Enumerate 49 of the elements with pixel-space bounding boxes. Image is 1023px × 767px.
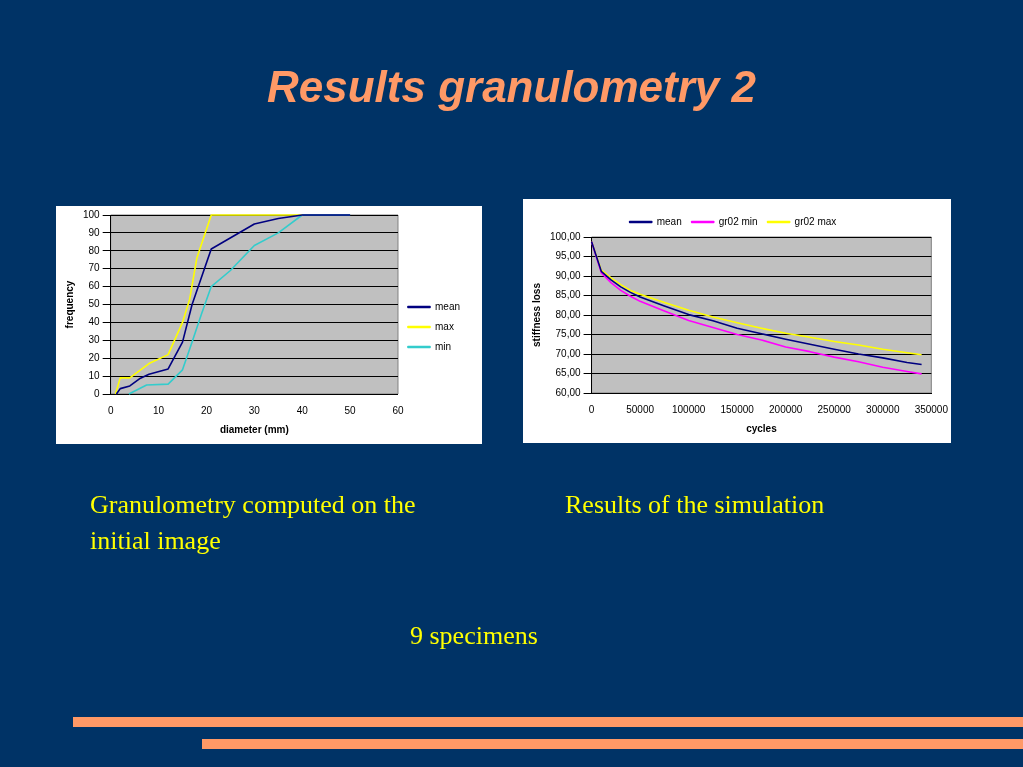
y-tick-label: 10 bbox=[88, 369, 101, 381]
text: 9 specimens bbox=[410, 620, 539, 652]
x-tick-label: 300000 bbox=[866, 403, 900, 415]
legend-label: mean bbox=[434, 300, 460, 312]
legend-label: min bbox=[434, 340, 452, 352]
y-tick-label: 65,00 bbox=[555, 367, 582, 379]
y-axis-title: frequency bbox=[63, 280, 75, 329]
text: Results of the simulation bbox=[565, 489, 826, 521]
y-tick-label: 80,00 bbox=[555, 308, 582, 320]
y-tick-label: 90 bbox=[88, 226, 101, 238]
legend-label: gr02 min bbox=[718, 215, 758, 227]
y-tick-label: 70 bbox=[88, 262, 101, 274]
y-tick-label: 90,00 bbox=[555, 269, 582, 281]
y-tick-label: 70,00 bbox=[555, 347, 582, 359]
x-tick-label: 350000 bbox=[914, 403, 949, 415]
y-tick-label: 100 bbox=[83, 208, 101, 220]
y-tick-label: 100,00 bbox=[549, 230, 582, 242]
y-tick-label: 30 bbox=[88, 334, 101, 346]
y-tick-label: 50 bbox=[88, 298, 101, 310]
y-tick-label: 95,00 bbox=[555, 250, 582, 262]
y-tick-label: 85,00 bbox=[555, 289, 582, 301]
legend-label: mean bbox=[656, 215, 682, 227]
legend-label: max bbox=[434, 320, 454, 332]
x-tick-label: 0 bbox=[588, 403, 595, 415]
x-tick-label: 30 bbox=[248, 404, 261, 416]
y-tick-label: 60,00 bbox=[555, 386, 582, 398]
x-tick-label: 60 bbox=[392, 404, 404, 416]
y-tick-label: 40 bbox=[88, 316, 101, 328]
x-axis-title: diameter (mm) bbox=[219, 423, 289, 435]
x-axis-title: cycles bbox=[746, 422, 778, 434]
x-tick-label: 100000 bbox=[671, 403, 706, 415]
x-tick-label: 250000 bbox=[817, 403, 852, 415]
x-tick-label: 0 bbox=[107, 404, 114, 416]
y-tick-label: 60 bbox=[88, 280, 101, 292]
x-tick-label: 40 bbox=[296, 404, 309, 416]
x-tick-label: 200000 bbox=[769, 403, 803, 415]
y-tick-label: 80 bbox=[88, 244, 101, 256]
legend-label: gr02 max bbox=[794, 215, 837, 227]
x-tick-label: 50 bbox=[344, 404, 357, 416]
x-tick-label: 10 bbox=[153, 404, 165, 416]
x-tick-label: 20 bbox=[200, 404, 213, 416]
y-tick-label: 0 bbox=[94, 387, 101, 399]
x-tick-label: 150000 bbox=[720, 403, 755, 415]
x-tick-label: 50000 bbox=[626, 403, 655, 415]
text: Granulometry computed on the initial image bbox=[90, 489, 417, 557]
y-tick-label: 75,00 bbox=[555, 328, 582, 340]
text: Results granulometry 2 bbox=[266, 62, 757, 112]
y-tick-label: 20 bbox=[88, 351, 101, 363]
y-axis-title: stiffness loss bbox=[530, 282, 542, 347]
